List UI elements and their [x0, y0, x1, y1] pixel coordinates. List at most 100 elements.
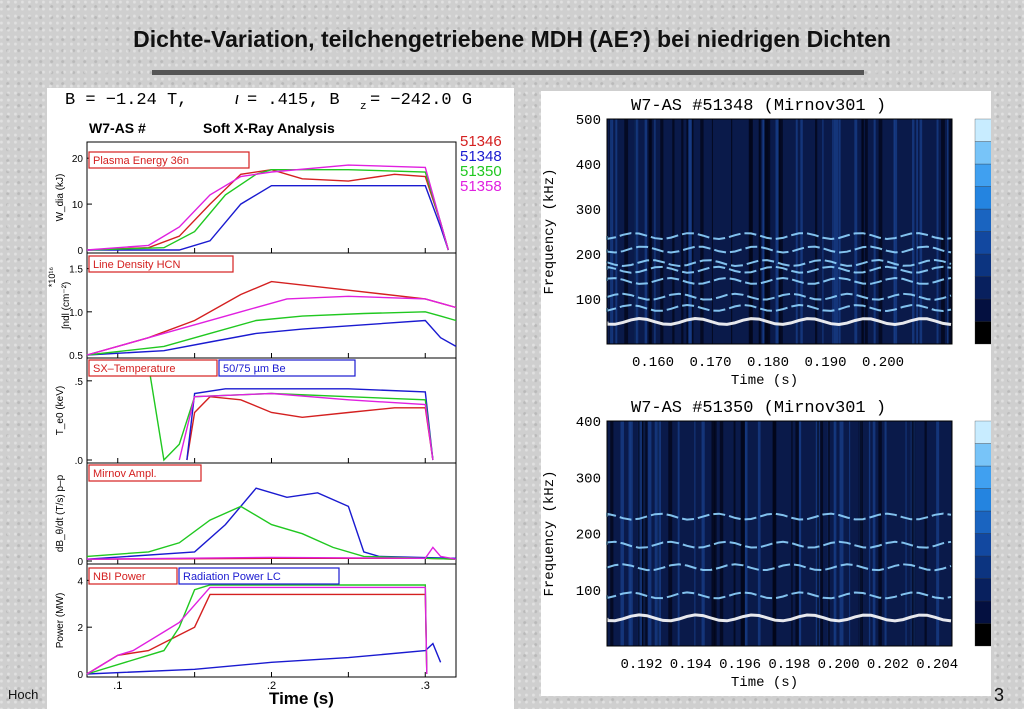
y-tick-label-p3: .0	[75, 456, 84, 467]
figure-subtitle-left: W7-AS #	[89, 120, 146, 136]
y-tick-label-p1: 20	[72, 154, 84, 165]
series-line-p3-51346	[186, 395, 434, 461]
spectrogram-stripe	[777, 119, 779, 344]
panel-label-radiation-power-box	[178, 567, 340, 585]
colorbar-segment	[974, 600, 991, 624]
spectrogram-stripe	[660, 119, 664, 344]
y-tick-label: 400	[576, 415, 601, 431]
panel-label-mirnov: Mirnov Ampl.	[93, 468, 157, 480]
series-line-p4-51350	[86, 505, 457, 560]
y-tick-label: 200	[576, 528, 601, 544]
colorbar-segment	[974, 555, 991, 579]
spectrogram-stripe	[795, 119, 798, 344]
spectrogram-title: W7-AS #51350 (Mirnov301 )	[631, 399, 886, 418]
panel-label-plasma-energy-box	[88, 151, 250, 169]
spectrogram-stripe	[644, 421, 648, 646]
mode-line	[605, 316, 952, 327]
colorbar-segment	[974, 420, 991, 444]
x-tick-label: 0.190	[804, 355, 846, 371]
colorbar-segment	[974, 208, 991, 232]
spectrogram-51348: W7-AS #51348 (Mirnov301 ) 100 200 300 400 500…	[541, 91, 991, 393]
spectrogram-stripe	[905, 421, 907, 646]
series-line-p5-51350	[86, 584, 428, 675]
spectrogram-title: W7-AS #51348 (Mirnov301 )	[631, 97, 886, 116]
x-tick-label: 0.196	[719, 657, 761, 673]
x-tick-label: .1	[113, 680, 122, 692]
spectrogram-stripe	[795, 421, 800, 646]
panel-label-sx-temperature-box	[88, 359, 218, 377]
spectrogram-stripe	[911, 421, 914, 646]
spectrogram-stripe	[838, 119, 841, 344]
y-tick-label-p5: 2	[77, 623, 83, 634]
y-tick-label: 100	[576, 584, 601, 600]
x-tick-label: 0.200	[818, 657, 860, 673]
spectrogram-stripe	[775, 119, 777, 344]
mode-line	[606, 276, 952, 285]
y-tick-label-p1: 10	[72, 200, 84, 211]
y-tick-label: 100	[576, 293, 601, 309]
spectrogram-stripe	[758, 119, 761, 344]
colorbar	[974, 420, 991, 647]
spectrogram-image	[605, 119, 952, 344]
figure-subtitle-right: Soft X-Ray Analysis	[203, 120, 335, 136]
x-tick-label: 0.200	[862, 355, 904, 371]
left-figure-panel: B = −1.24 T, ι = .415 , B z = −242.0 G W…	[47, 88, 514, 709]
x-tick-label: 0.170	[689, 355, 731, 371]
y-tick-label-p2: 1.5	[69, 265, 83, 276]
spectrogram-stripe	[714, 421, 717, 646]
x-tick-label: 0.194	[670, 657, 712, 673]
left-x-axis-label: Time (s)	[269, 689, 334, 708]
spectrogram-stripe	[719, 421, 724, 646]
spectrogram-stripe	[668, 421, 673, 646]
spectrogram-stripe	[817, 421, 819, 646]
x-axis-label: Time (s)	[731, 675, 798, 691]
series-line-p3-51358	[178, 392, 434, 461]
panel-label-sx-temperature: SX–Temperature	[93, 363, 176, 375]
spectrogram-stripe	[864, 119, 868, 344]
spectrogram-stripe	[620, 421, 624, 646]
spectrogram-stripe	[861, 119, 864, 344]
spectrogram-stripe	[916, 119, 919, 344]
spectrogram-stripe	[711, 421, 715, 646]
panel-label-plasma-energy: Plasma Energy 36n	[93, 155, 189, 167]
y-tick-label: 300	[576, 471, 601, 487]
x-tick-label: 0.192	[620, 657, 662, 673]
spectrogram-stripe	[641, 421, 645, 646]
x-tick-label: 0.202	[867, 657, 909, 673]
colorbar-segment	[974, 533, 991, 557]
spectrogram-stripe	[639, 421, 643, 646]
x-axis-label: Time (s)	[731, 373, 798, 389]
y-axis-exponent-p2: *10¹⁶	[47, 267, 57, 288]
bz-param: = −242.0 G	[370, 91, 472, 110]
series-line-p5-51348	[86, 642, 442, 675]
spectrogram-stripe	[772, 421, 777, 646]
colorbar-segment	[974, 623, 991, 647]
spectrogram-stripe	[641, 421, 644, 646]
y-axis-label-p1: W_dia (kJ)	[55, 174, 66, 222]
spectrogram-image	[605, 421, 952, 646]
spectrogram-stripe	[615, 119, 618, 344]
y-tick-label-p5: 0	[77, 670, 83, 681]
spectrogram-frame	[606, 118, 953, 345]
colorbar-segment	[974, 231, 991, 255]
panel-label-nbi-power: NBI Power	[93, 571, 146, 583]
spectrogram-stripe	[791, 421, 793, 646]
iota-symbol: ι	[235, 89, 239, 108]
y-tick-label: 300	[576, 203, 601, 219]
mode-line	[606, 303, 952, 313]
spectrogram-stripe	[648, 421, 652, 646]
y-tick-label: 400	[576, 158, 601, 174]
panel-label-line-density: Line Density HCN	[93, 259, 180, 271]
spectrogram-stripe	[868, 421, 871, 646]
spectrogram-stripe	[854, 119, 858, 344]
spectrogram-stripe	[688, 119, 692, 344]
spectrogram-stripe	[694, 421, 696, 646]
mode-line	[606, 258, 952, 268]
spectrogram-stripe	[654, 421, 658, 646]
colorbar-segment	[974, 321, 991, 345]
spectrogram-stripe	[762, 119, 765, 344]
spectrogram-stripe	[701, 421, 705, 646]
spectrogram-stripe	[609, 119, 614, 344]
panel-label-filter-box	[218, 359, 356, 377]
